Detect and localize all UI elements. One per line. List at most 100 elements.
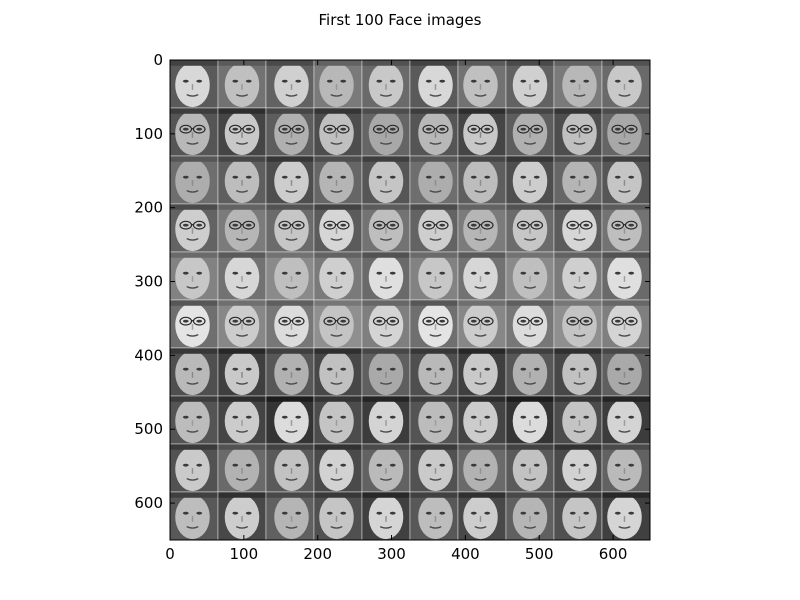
axes-frame bbox=[169, 59, 651, 541]
face-tile bbox=[457, 299, 507, 349]
face-tile bbox=[601, 347, 651, 397]
face-tile bbox=[409, 251, 459, 301]
face-tile bbox=[361, 347, 411, 397]
face-tile bbox=[505, 443, 555, 493]
y-tick-label: 500 bbox=[134, 420, 163, 438]
face-tile bbox=[217, 443, 267, 493]
face-tile bbox=[553, 59, 603, 109]
face-tile bbox=[361, 107, 411, 157]
face-tile bbox=[457, 491, 507, 541]
y-tick-label: 300 bbox=[134, 273, 163, 291]
face-tile bbox=[169, 203, 219, 253]
face-tile bbox=[409, 203, 459, 253]
face-tile bbox=[265, 347, 315, 397]
x-axis: 0 100 200 300 400 500 600 bbox=[165, 60, 627, 563]
face-tile bbox=[505, 347, 555, 397]
face-tile bbox=[457, 155, 507, 205]
face-tile bbox=[601, 251, 651, 301]
face-tile bbox=[505, 107, 555, 157]
face-tile bbox=[505, 491, 555, 541]
face-tile bbox=[361, 443, 411, 493]
face-tile bbox=[553, 107, 603, 157]
face-tile bbox=[553, 491, 603, 541]
figure-title: First 100 Face images bbox=[319, 11, 482, 29]
face-tile bbox=[217, 299, 267, 349]
face-tile bbox=[265, 203, 315, 253]
face-tile bbox=[217, 107, 267, 157]
face-tile bbox=[409, 155, 459, 205]
face-tile bbox=[217, 155, 267, 205]
face-tile bbox=[361, 59, 411, 109]
y-tick-label: 400 bbox=[134, 346, 163, 364]
x-tick-label: 300 bbox=[377, 545, 406, 563]
face-tile bbox=[457, 203, 507, 253]
face-tile bbox=[361, 299, 411, 349]
face-tile bbox=[265, 491, 315, 541]
face-tile bbox=[313, 491, 363, 541]
face-tile bbox=[265, 251, 315, 301]
face-tile bbox=[361, 251, 411, 301]
face-tile bbox=[313, 395, 363, 445]
face-tile bbox=[505, 155, 555, 205]
x-tick-label: 500 bbox=[525, 545, 554, 563]
face-tile bbox=[313, 299, 363, 349]
face-tile bbox=[601, 203, 651, 253]
face-tile bbox=[265, 395, 315, 445]
face-tile bbox=[361, 203, 411, 253]
face-tile bbox=[409, 347, 459, 397]
face-tile bbox=[217, 251, 267, 301]
face-tile bbox=[409, 59, 459, 109]
face-tile bbox=[505, 395, 555, 445]
face-tile bbox=[601, 395, 651, 445]
face-tile bbox=[217, 203, 267, 253]
face-tile bbox=[361, 395, 411, 445]
face-tile bbox=[409, 107, 459, 157]
face-tile bbox=[553, 203, 603, 253]
face-tile bbox=[217, 347, 267, 397]
face-tile bbox=[313, 155, 363, 205]
face-tile bbox=[169, 299, 219, 349]
face-tile bbox=[601, 59, 651, 109]
face-tile bbox=[265, 443, 315, 493]
face-tile bbox=[313, 203, 363, 253]
y-tick-label: 100 bbox=[134, 125, 163, 143]
face-mosaic bbox=[169, 59, 651, 541]
face-tile bbox=[409, 299, 459, 349]
face-tile bbox=[553, 443, 603, 493]
face-tile bbox=[553, 395, 603, 445]
face-tile bbox=[217, 59, 267, 109]
face-tile bbox=[169, 59, 219, 109]
face-tile bbox=[313, 59, 363, 109]
face-tile bbox=[457, 107, 507, 157]
x-tick-label: 200 bbox=[303, 545, 332, 563]
face-tile bbox=[169, 491, 219, 541]
face-tile bbox=[169, 443, 219, 493]
face-tile bbox=[265, 59, 315, 109]
face-tile bbox=[265, 107, 315, 157]
face-tile bbox=[169, 395, 219, 445]
face-tile bbox=[409, 395, 459, 445]
face-tile bbox=[457, 443, 507, 493]
face-tile bbox=[169, 107, 219, 157]
face-tile bbox=[553, 155, 603, 205]
x-tick-label: 0 bbox=[165, 545, 175, 563]
y-tick-label: 600 bbox=[134, 494, 163, 512]
face-tile bbox=[601, 107, 651, 157]
face-tile bbox=[313, 107, 363, 157]
face-tile bbox=[169, 251, 219, 301]
face-tile bbox=[361, 155, 411, 205]
face-tile bbox=[505, 203, 555, 253]
face-tile bbox=[313, 443, 363, 493]
face-tile bbox=[553, 347, 603, 397]
face-tile bbox=[313, 347, 363, 397]
face-tile bbox=[601, 491, 651, 541]
face-tile bbox=[601, 443, 651, 493]
face-tile bbox=[313, 251, 363, 301]
y-tick-label: 200 bbox=[134, 199, 163, 217]
face-tile bbox=[217, 491, 267, 541]
x-tick-label: 100 bbox=[230, 545, 259, 563]
face-tile bbox=[457, 59, 507, 109]
face-tile bbox=[505, 251, 555, 301]
face-tile bbox=[601, 155, 651, 205]
